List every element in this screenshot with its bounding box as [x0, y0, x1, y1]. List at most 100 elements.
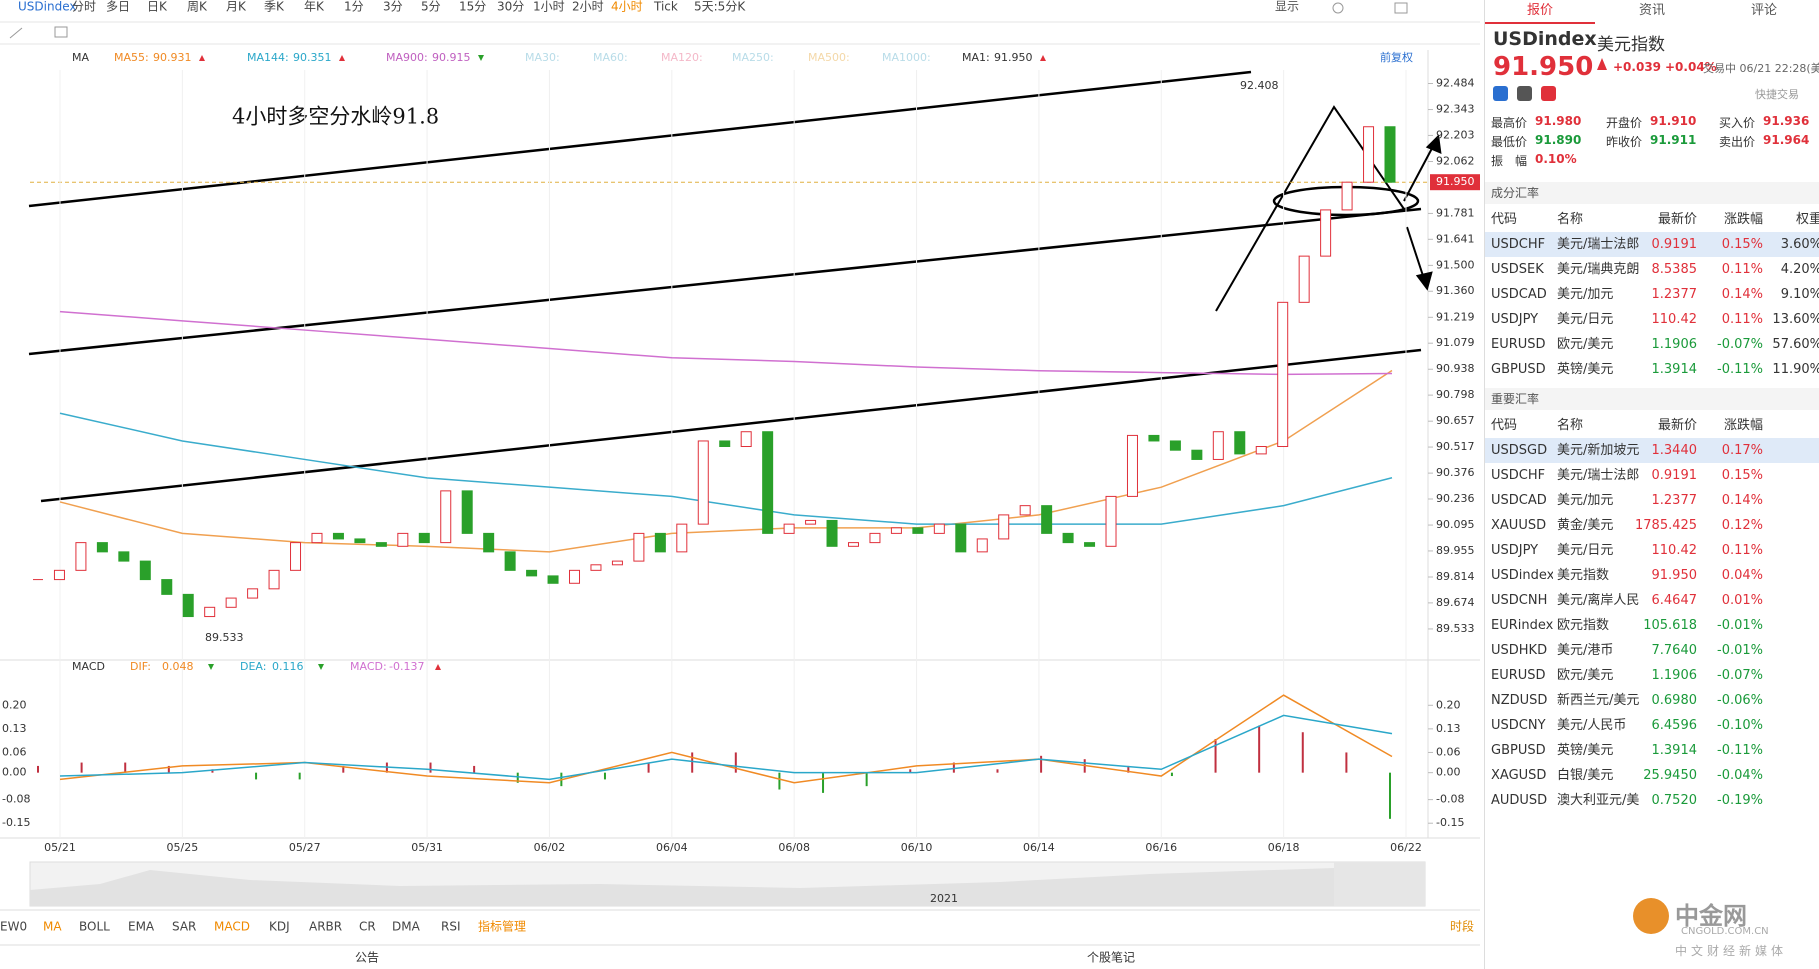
period-tab[interactable]: 分时 [72, 0, 96, 14]
table-row[interactable]: USDCNH 美元/离岸人民币 6.4647 0.01% [1485, 588, 1819, 613]
table-row[interactable]: USDindex 美元指数 91.950 0.04% [1485, 563, 1819, 588]
candle [375, 542, 387, 547]
period-tab[interactable]: 5分 [421, 0, 441, 14]
period-tab[interactable]: 15分 [459, 0, 486, 14]
period-tab[interactable]: 1小时 [533, 0, 565, 14]
icon[interactable] [1541, 86, 1556, 101]
period-tab[interactable]: 季K [264, 0, 285, 14]
icon[interactable] [1517, 86, 1532, 101]
indicator-tab[interactable]: MACD [214, 920, 250, 934]
cell: 6.4647 [1651, 593, 1698, 608]
table-row[interactable]: GBPUSD 英镑/美元 1.3914 -0.11% 11.90% [1485, 357, 1819, 382]
cell: USDJPY [1491, 312, 1539, 327]
table-row[interactable]: USDHKD 美元/港币 7.7640 -0.01% [1485, 638, 1819, 663]
stat-value: 91.964 [1763, 133, 1810, 147]
legend-label: MA250: [732, 51, 774, 64]
period-tab[interactable]: 日K [147, 0, 168, 14]
table-row[interactable]: GBPUSD 英镑/美元 1.3914 -0.11% [1485, 738, 1819, 763]
indicator-name[interactable]: MA [72, 51, 89, 64]
panel-tab[interactable]: 评论 [1750, 3, 1777, 18]
cell: 澳大利亚元/美元 [1557, 793, 1639, 808]
x-tick-label: 06/02 [534, 841, 566, 854]
indicator-tab[interactable]: EW0 [0, 920, 27, 934]
column-header[interactable]: 代码 [1491, 418, 1518, 433]
legend-value: 0.116 [272, 660, 304, 673]
period-tab[interactable]: 4小时 [611, 0, 643, 14]
period-tab[interactable]: Tick [653, 0, 678, 14]
navigator-window[interactable] [1334, 862, 1425, 906]
restore-button[interactable]: 前复权 [1380, 50, 1413, 64]
table-row[interactable]: USDJPY 美元/日元 110.42 0.11% [1485, 538, 1819, 563]
table-row[interactable]: USDSEK 美元/瑞典克朗 8.5385 0.11% 4.20% [1485, 257, 1819, 282]
panel-tab[interactable]: 报价 [1485, 0, 1595, 24]
panel-tab[interactable]: 资讯 [1638, 3, 1665, 18]
column-header[interactable]: 代码 [1491, 212, 1518, 227]
footer-tab[interactable]: 个股笔记 [1087, 950, 1135, 965]
indicator-tab[interactable]: ARBR [309, 920, 342, 934]
column-header[interactable]: 涨跌幅 [1723, 212, 1763, 227]
column-header[interactable]: 权重 [1795, 212, 1819, 227]
table-row[interactable]: EURindex 欧元指数 105.618 -0.01% [1485, 613, 1819, 638]
y-tick-label: 0.00 [2, 766, 27, 779]
session-button[interactable]: 时段 [1450, 919, 1474, 934]
indicator-tab[interactable]: CR [359, 920, 376, 934]
y-tick-label: -0.08 [1436, 793, 1464, 806]
candle [161, 579, 173, 595]
period-tab[interactable]: 3分 [383, 0, 403, 14]
table-row[interactable]: USDJPY 美元/日元 110.42 0.11% 13.60% [1485, 307, 1819, 332]
indicator-tab[interactable]: RSI [441, 920, 461, 934]
quick-trade[interactable]: 快捷交易 [1755, 88, 1799, 101]
y-tick-label: -0.08 [2, 793, 30, 806]
table-row[interactable]: USDCNY 美元/人民币 6.4596 -0.10% [1485, 713, 1819, 738]
indicator-tab[interactable]: EMA [128, 920, 155, 934]
period-tab[interactable]: 月K [226, 0, 247, 14]
stat-value: 91.936 [1763, 114, 1810, 128]
macd-bar [909, 769, 912, 773]
symbol[interactable]: USDindex [18, 0, 76, 14]
cell: 0.11% [1721, 312, 1763, 327]
icon[interactable] [1493, 86, 1508, 101]
indicator-tab[interactable]: DMA [392, 920, 421, 934]
table-row[interactable]: USDCHF 美元/瑞士法郎 0.9191 0.15% [1485, 463, 1819, 488]
period-tab[interactable]: 2小时 [572, 0, 604, 14]
dif-line [59, 694, 1393, 784]
table-row[interactable]: USDCHF 美元/瑞士法郎 0.9191 0.15% 3.60% [1485, 232, 1819, 257]
table-row[interactable]: USDCAD 美元/加元 1.2377 0.14% 9.10% [1485, 282, 1819, 307]
period-tab[interactable]: 1分 [344, 0, 364, 14]
indicator-name[interactable]: MACD [72, 660, 105, 673]
table-row[interactable]: EURUSD 欧元/美元 1.1906 -0.07% 57.60% [1485, 332, 1819, 357]
table-row[interactable]: NZDUSD 新西兰元/美元 0.6980 -0.06% [1485, 688, 1819, 713]
candle [440, 490, 452, 544]
table-row[interactable]: USDCAD 美元/加元 1.2377 0.14% [1485, 488, 1819, 513]
cell: USDCHF [1491, 237, 1546, 252]
indicator-tab[interactable]: SAR [172, 920, 196, 934]
period-tab[interactable]: 周K [187, 0, 208, 14]
period-tab[interactable]: 5天:5分K [694, 0, 746, 14]
x-tick-label: 05/31 [411, 841, 443, 854]
cell: 英镑/美元 [1557, 743, 1614, 758]
candle [332, 532, 344, 540]
y-tick-label: 91.641 [1436, 232, 1475, 245]
candle [53, 569, 65, 581]
column-header[interactable]: 最新价 [1657, 212, 1697, 227]
table-row[interactable]: USDSGD 美元/新加坡元 1.3440 0.17% [1485, 438, 1819, 463]
table-row[interactable]: XAGUSD 白银/美元 25.9450 -0.04% [1485, 763, 1819, 788]
column-header[interactable]: 涨跌幅 [1723, 418, 1763, 433]
indicator-tab[interactable]: KDJ [269, 920, 290, 934]
table-row[interactable]: AUDUSD 澳大利亚元/美元 0.7520 -0.19% [1485, 788, 1819, 813]
footer-tab[interactable]: 公告 [355, 951, 379, 965]
cell: USDJPY [1491, 543, 1539, 558]
table-row[interactable]: EURUSD 欧元/美元 1.1906 -0.07% [1485, 663, 1819, 688]
indicator-tab[interactable]: MA [43, 920, 62, 934]
column-header[interactable]: 名称 [1557, 212, 1584, 227]
period-tab[interactable]: 多日 [106, 0, 130, 14]
indicator-tab[interactable]: BOLL [79, 920, 110, 934]
cell: -0.01% [1717, 643, 1763, 658]
period-tab[interactable]: 年K [304, 0, 325, 14]
display-menu[interactable]: 显示 [1275, 0, 1299, 14]
column-header[interactable]: 名称 [1557, 418, 1584, 433]
indicator-tab[interactable]: 指标管理 [478, 919, 526, 934]
column-header[interactable]: 最新价 [1657, 418, 1697, 433]
period-tab[interactable]: 30分 [497, 0, 524, 14]
